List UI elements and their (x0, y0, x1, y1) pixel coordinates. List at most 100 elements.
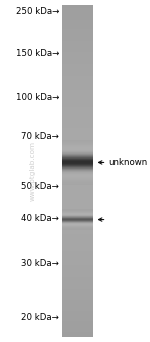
Bar (62, 182, 93, 183)
Bar (62, 27, 93, 28)
Bar (62, 262, 93, 263)
Bar (62, 142, 93, 143)
Bar (62, 13, 93, 14)
Bar (62, 97, 93, 98)
Bar (62, 331, 93, 332)
Bar (62, 160, 93, 161)
Bar (62, 172, 93, 173)
Bar (62, 161, 93, 162)
Bar (62, 177, 93, 178)
Bar (62, 272, 93, 273)
Bar (62, 165, 93, 166)
Bar (62, 16, 93, 17)
Bar (62, 219, 93, 220)
Bar (62, 293, 93, 294)
Bar (62, 184, 93, 185)
Bar (62, 163, 93, 165)
Bar (62, 229, 93, 231)
Bar (62, 146, 93, 147)
Bar (62, 108, 93, 109)
Bar (62, 183, 93, 184)
Bar (62, 210, 93, 211)
Bar (62, 160, 93, 161)
Bar (62, 182, 93, 183)
Bar (62, 328, 93, 329)
Bar (62, 239, 93, 241)
Bar (62, 235, 93, 236)
Bar (62, 291, 93, 293)
Bar (62, 167, 93, 168)
Bar (62, 202, 93, 203)
Bar (62, 58, 93, 59)
Text: 20 kDa→: 20 kDa→ (21, 313, 59, 322)
Bar (62, 180, 93, 181)
Bar (62, 268, 93, 269)
Bar (62, 325, 93, 326)
Bar (62, 169, 93, 170)
Bar (62, 59, 93, 61)
Bar (62, 320, 93, 321)
Bar (62, 80, 93, 81)
Bar (62, 223, 93, 224)
Bar (62, 84, 93, 85)
Bar (62, 133, 93, 134)
Bar (62, 57, 93, 58)
Bar (62, 151, 93, 152)
Bar (62, 116, 93, 117)
Bar (62, 190, 93, 191)
Bar (62, 336, 93, 337)
Bar (62, 121, 93, 122)
Bar (62, 229, 93, 230)
Bar (62, 227, 93, 228)
Bar (62, 315, 93, 316)
Bar (62, 32, 93, 33)
Bar (62, 111, 93, 113)
Bar (62, 74, 93, 75)
Bar (62, 38, 93, 39)
Bar (62, 172, 93, 173)
Bar (62, 164, 93, 165)
Bar (62, 221, 93, 222)
Bar (62, 66, 93, 67)
Bar (62, 67, 93, 68)
Text: 40 kDa→: 40 kDa→ (21, 214, 59, 223)
Bar (62, 237, 93, 238)
Bar (62, 139, 93, 140)
Bar (62, 175, 93, 176)
Bar (62, 218, 93, 219)
Bar (62, 257, 93, 258)
Bar (62, 40, 93, 42)
Bar (62, 306, 93, 307)
Bar (62, 225, 93, 226)
Bar (62, 70, 93, 71)
Bar (62, 241, 93, 242)
Bar (62, 335, 93, 336)
Bar (62, 203, 93, 204)
Bar (62, 45, 93, 46)
Bar (62, 51, 93, 52)
Text: 250 kDa→: 250 kDa→ (16, 8, 59, 16)
Bar (62, 323, 93, 324)
Bar (62, 316, 93, 317)
Bar (62, 126, 93, 127)
Bar (62, 140, 93, 141)
Bar (62, 189, 93, 190)
Bar (62, 37, 93, 38)
Bar (62, 221, 93, 222)
Bar (62, 151, 93, 152)
Bar (62, 35, 93, 36)
Bar (62, 87, 93, 88)
Bar (62, 153, 93, 155)
Bar (62, 127, 93, 128)
Bar (62, 245, 93, 246)
Bar (62, 308, 93, 309)
Bar (62, 223, 93, 224)
Bar (62, 330, 93, 331)
Bar (62, 5, 93, 6)
Bar (62, 297, 93, 298)
Bar (62, 279, 93, 280)
Bar (62, 278, 93, 279)
Bar (62, 253, 93, 254)
Bar (62, 242, 93, 243)
Bar (62, 206, 93, 208)
